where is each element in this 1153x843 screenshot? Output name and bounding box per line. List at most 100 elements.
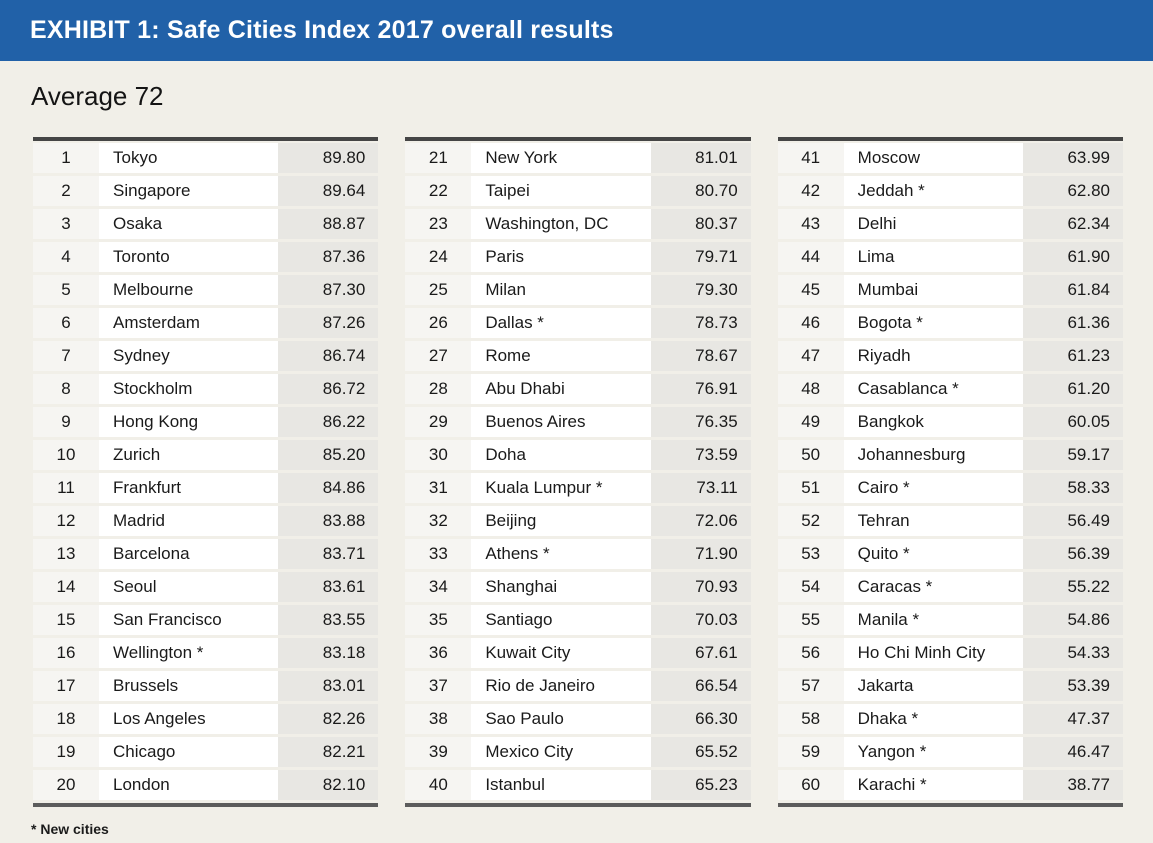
rank-cell: 19 xyxy=(33,737,99,767)
rank-cell: 56 xyxy=(777,638,844,668)
score-cell: 65.23 xyxy=(650,770,751,800)
table-row: 58 Dhaka * 47.37 xyxy=(777,704,1123,734)
city-cell: Ho Chi Minh City xyxy=(843,638,1023,668)
score-cell: 76.35 xyxy=(650,407,751,437)
table-row: 51 Cairo * 58.33 xyxy=(777,473,1123,503)
score-cell: 80.37 xyxy=(650,209,751,239)
table-row: 4 Toronto 87.36 xyxy=(33,242,379,272)
rank-cell: 5 xyxy=(33,275,99,305)
score-cell: 88.87 xyxy=(278,209,379,239)
rank-cell: 31 xyxy=(405,473,472,503)
city-cell: Tehran xyxy=(843,506,1023,536)
score-cell: 83.55 xyxy=(278,605,379,635)
table-row: 50 Johannesburg 59.17 xyxy=(777,440,1123,470)
city-cell: Abu Dhabi xyxy=(471,374,651,404)
average-label: Average 72 xyxy=(31,81,164,111)
city-cell: Rio de Janeiro xyxy=(471,671,651,701)
rank-cell: 27 xyxy=(405,341,472,371)
rank-cell: 57 xyxy=(777,671,844,701)
city-cell: Lima xyxy=(843,242,1023,272)
city-cell: Cairo * xyxy=(843,473,1023,503)
rank-cell: 24 xyxy=(405,242,472,272)
table-row: 32 Beijing 72.06 xyxy=(405,506,751,536)
city-cell: Paris xyxy=(471,242,651,272)
city-cell: Istanbul xyxy=(471,770,651,800)
rank-cell: 44 xyxy=(777,242,844,272)
rank-cell: 33 xyxy=(405,539,472,569)
table-row: 46 Bogota * 61.36 xyxy=(777,308,1123,338)
table-row: 2 Singapore 89.64 xyxy=(33,176,379,206)
city-cell: Bangkok xyxy=(843,407,1023,437)
table-row: 39 Mexico City 65.52 xyxy=(405,737,751,767)
rank-cell: 21 xyxy=(405,143,472,173)
city-cell: Athens * xyxy=(471,539,651,569)
city-cell: Rome xyxy=(471,341,651,371)
rank-cell: 41 xyxy=(777,143,844,173)
score-cell: 55.22 xyxy=(1022,572,1123,602)
rank-cell: 8 xyxy=(33,374,99,404)
table-row: 33 Athens * 71.90 xyxy=(405,539,751,569)
table-row: 47 Riyadh 61.23 xyxy=(777,341,1123,371)
rank-cell: 1 xyxy=(33,143,99,173)
rank-cell: 4 xyxy=(33,242,99,272)
score-cell: 80.70 xyxy=(650,176,751,206)
city-cell: Karachi * xyxy=(843,770,1023,800)
rank-cell: 42 xyxy=(777,176,844,206)
table-row: 1 Tokyo 89.80 xyxy=(33,143,379,173)
exhibit-title: EXHIBIT 1: Safe Cities Index 2017 overal… xyxy=(30,16,614,44)
city-cell: Zurich xyxy=(99,440,279,470)
city-cell: Kuwait City xyxy=(471,638,651,668)
score-cell: 83.61 xyxy=(278,572,379,602)
table-row: 17 Brussels 83.01 xyxy=(33,671,379,701)
rank-cell: 37 xyxy=(405,671,472,701)
score-cell: 87.26 xyxy=(278,308,379,338)
rank-cell: 58 xyxy=(777,704,844,734)
table-row: 13 Barcelona 83.71 xyxy=(33,539,379,569)
rank-cell: 54 xyxy=(777,572,844,602)
score-cell: 82.21 xyxy=(278,737,379,767)
rank-cell: 23 xyxy=(405,209,472,239)
table-row: 42 Jeddah * 62.80 xyxy=(777,176,1123,206)
score-cell: 70.93 xyxy=(650,572,751,602)
rank-cell: 17 xyxy=(33,671,99,701)
score-cell: 71.90 xyxy=(650,539,751,569)
city-cell: Buenos Aires xyxy=(471,407,651,437)
table-row: 27 Rome 78.67 xyxy=(405,341,751,371)
rank-cell: 12 xyxy=(33,506,99,536)
city-cell: Hong Kong xyxy=(99,407,279,437)
score-cell: 62.80 xyxy=(1022,176,1123,206)
rank-cell: 10 xyxy=(33,440,99,470)
city-cell: Jakarta xyxy=(843,671,1023,701)
table-row: 23 Washington, DC 80.37 xyxy=(405,209,751,239)
rank-cell: 18 xyxy=(33,704,99,734)
city-cell: Quito * xyxy=(843,539,1023,569)
table-row: 40 Istanbul 65.23 xyxy=(405,770,751,800)
city-cell: Wellington * xyxy=(99,638,279,668)
rank-cell: 43 xyxy=(777,209,844,239)
table-row: 37 Rio de Janeiro 66.54 xyxy=(405,671,751,701)
city-cell: Beijing xyxy=(471,506,651,536)
table-row: 34 Shanghai 70.93 xyxy=(405,572,751,602)
score-cell: 83.18 xyxy=(278,638,379,668)
table-row: 29 Buenos Aires 76.35 xyxy=(405,407,751,437)
score-cell: 82.10 xyxy=(278,770,379,800)
city-cell: Mexico City xyxy=(471,737,651,767)
table-row: 6 Amsterdam 87.26 xyxy=(33,308,379,338)
table-row: 9 Hong Kong 86.22 xyxy=(33,407,379,437)
table-row: 57 Jakarta 53.39 xyxy=(777,671,1123,701)
score-cell: 61.84 xyxy=(1022,275,1123,305)
city-cell: Dhaka * xyxy=(843,704,1023,734)
rank-cell: 20 xyxy=(33,770,99,800)
exhibit-header-bar: EXHIBIT 1: Safe Cities Index 2017 overal… xyxy=(0,0,1153,61)
city-cell: Johannesburg xyxy=(843,440,1023,470)
table-row: 18 Los Angeles 82.26 xyxy=(33,704,379,734)
rank-cell: 2 xyxy=(33,176,99,206)
rank-cell: 49 xyxy=(777,407,844,437)
rank-cell: 50 xyxy=(777,440,844,470)
table-row: 52 Tehran 56.49 xyxy=(777,506,1123,536)
results-table-ranks-1-20: 1 Tokyo 89.80 2 Singapore 89.64 3 Osaka 88.87 4 To… xyxy=(33,137,379,807)
table-row: 56 Ho Chi Minh City 54.33 xyxy=(777,638,1123,668)
rank-cell: 55 xyxy=(777,605,844,635)
city-cell: Casablanca * xyxy=(843,374,1023,404)
table-row: 59 Yangon * 46.47 xyxy=(777,737,1123,767)
